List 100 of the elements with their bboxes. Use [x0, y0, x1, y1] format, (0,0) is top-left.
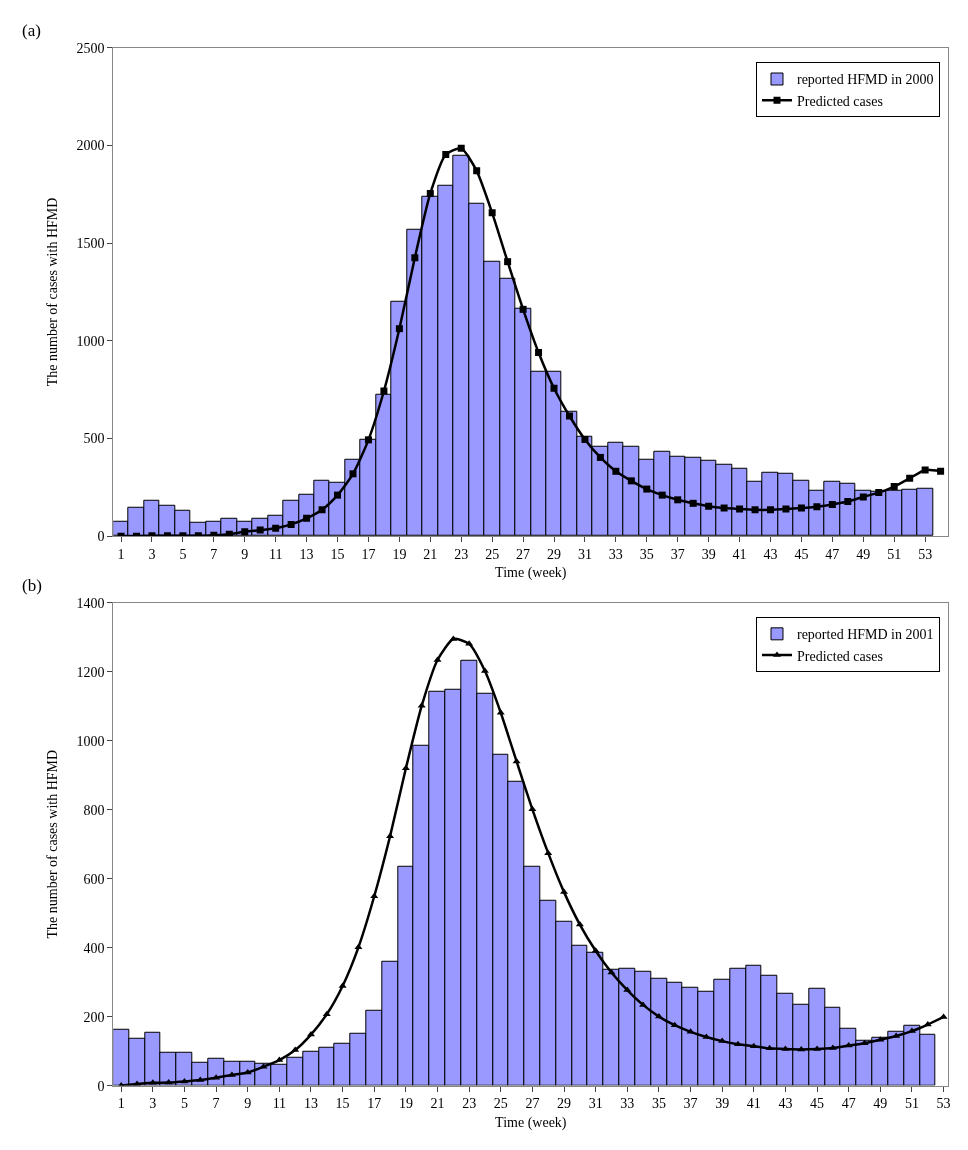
y-tick-label: 800: [83, 802, 105, 818]
x-tick-label: 37: [683, 1096, 698, 1112]
y-tick-label: 1000: [76, 333, 105, 349]
x-tick-label: 27: [525, 1096, 540, 1112]
x-tick-label: 47: [825, 546, 840, 562]
point: [705, 502, 713, 510]
point: [844, 498, 852, 506]
point: [627, 477, 635, 485]
point: [890, 483, 898, 491]
point: [749, 1042, 758, 1049]
point: [921, 466, 929, 474]
point: [875, 489, 883, 497]
x-tick-label: 17: [367, 1096, 382, 1112]
x-tick-label: 15: [330, 546, 345, 562]
y-axis-title: The number of cases with HFMD: [45, 197, 61, 387]
x-tick-label: 39: [701, 546, 716, 562]
x-tick-label: 49: [856, 546, 871, 562]
point: [720, 504, 728, 512]
x-tick-label: 53: [936, 1096, 951, 1112]
x-tick-label: 13: [303, 1096, 318, 1112]
x-tick-label: 27: [516, 546, 531, 562]
point: [457, 144, 465, 152]
chart-title: (b): [22, 576, 42, 595]
x-tick-label: 51: [904, 1096, 919, 1112]
point: [442, 151, 450, 159]
x-tick-label: 9: [241, 546, 249, 562]
point: [473, 167, 481, 175]
x-tick-label: 33: [620, 1096, 635, 1112]
point: [782, 505, 790, 513]
point: [528, 805, 537, 812]
y-tick-label: 1400: [76, 595, 105, 611]
x-tick-label: 7: [210, 546, 218, 562]
x-tick-label: 45: [810, 1096, 825, 1112]
point: [797, 504, 805, 512]
x-tick-label: 39: [715, 1096, 730, 1112]
y-axis-title: The number of cases with HFMD: [45, 749, 61, 939]
point: [550, 384, 558, 392]
point: [612, 467, 620, 475]
x-axis-title: Time (week): [495, 1114, 567, 1131]
point: [565, 412, 573, 420]
x-tick-label: 31: [588, 1096, 603, 1112]
point: [519, 305, 527, 313]
point: [395, 325, 403, 333]
x-tick-label: 13: [299, 546, 314, 562]
x-tick-label: 41: [746, 1096, 761, 1112]
point: [380, 387, 388, 395]
x-tick-label: 25: [485, 546, 500, 562]
x-tick-label: 53: [918, 546, 933, 562]
point: [767, 506, 774, 514]
point: [906, 474, 914, 482]
point: [828, 501, 836, 508]
x-tick-label: 29: [547, 546, 562, 562]
x-tick-label: 25: [493, 1096, 508, 1112]
y-tick-label: 2500: [76, 40, 105, 56]
x-tick-label: 51: [887, 546, 902, 562]
y-tick-label: 1000: [76, 733, 105, 749]
point: [581, 435, 589, 443]
x-tick-label: 17: [361, 546, 376, 562]
x-tick-label: 11: [272, 1096, 287, 1112]
point: [797, 1045, 806, 1052]
x-tick-label: 7: [212, 1096, 220, 1112]
legend-label: Predicted cases: [796, 648, 883, 664]
y-tick-label: 600: [83, 871, 105, 887]
x-tick-label: 3: [148, 546, 156, 562]
x-tick-label: 1: [117, 1096, 125, 1112]
point: [401, 764, 410, 771]
x-tick-label: 43: [763, 546, 778, 562]
y-tick-label: 1500: [76, 236, 105, 252]
y-tick-label: 400: [83, 940, 105, 956]
point: [225, 530, 233, 537]
point: [504, 258, 512, 266]
x-tick-label: 1: [117, 546, 125, 562]
point: [349, 470, 357, 478]
x-tick-label: 21: [423, 546, 438, 562]
x-tick-label: 5: [180, 1096, 188, 1112]
x-tick-label: 35: [651, 1096, 666, 1112]
chart-title: (a): [22, 21, 41, 40]
legend-label: Predicted cases: [796, 93, 883, 109]
y-tick-label: 1200: [76, 664, 105, 680]
x-tick-label: 31: [577, 546, 592, 562]
x-tick-label: 29: [557, 1096, 572, 1112]
x-tick-label: 23: [462, 1096, 477, 1112]
point: [287, 520, 295, 528]
point: [736, 505, 744, 513]
x-axis-title: Time (week): [495, 565, 567, 582]
point: [180, 1077, 189, 1084]
legend-label: reported HFMD in 2000: [796, 72, 934, 88]
legend-label: reported HFMD in 2001: [796, 627, 934, 643]
point: [937, 467, 945, 475]
point: [751, 506, 759, 514]
point: [765, 1044, 774, 1051]
x-tick-label: 19: [392, 546, 407, 562]
x-tick-label: 45: [794, 546, 809, 562]
point: [596, 453, 604, 461]
x-tick-label: 49: [873, 1096, 888, 1112]
x-tick-label: 19: [398, 1096, 413, 1112]
y-tick-label: 0: [97, 529, 105, 545]
x-tick-label: 15: [335, 1096, 350, 1112]
y-tick-label: 500: [83, 431, 105, 447]
point: [607, 968, 616, 975]
